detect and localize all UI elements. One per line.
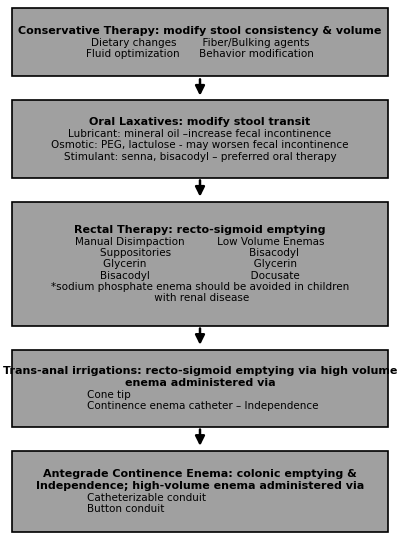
Text: Continence enema catheter – Independence: Continence enema catheter – Independence xyxy=(87,401,319,411)
Text: Button conduit: Button conduit xyxy=(87,504,164,515)
Bar xyxy=(12,100,388,178)
Text: enema administered via: enema administered via xyxy=(125,378,275,388)
Text: Glycerin                                 Glycerin: Glycerin Glycerin xyxy=(103,259,297,269)
Text: Cone tip: Cone tip xyxy=(87,390,131,400)
Text: Antegrade Continence Enema: colonic emptying &: Antegrade Continence Enema: colonic empt… xyxy=(43,469,357,480)
Text: Lubricant: mineral oil –increase fecal incontinence: Lubricant: mineral oil –increase fecal i… xyxy=(68,129,332,139)
Text: Suppositories                        Bisacodyl: Suppositories Bisacodyl xyxy=(100,248,300,258)
Text: Independence; high-volume enema administered via: Independence; high-volume enema administ… xyxy=(36,481,364,491)
Text: Osmotic: PEG, lactulose - may worsen fecal incontinence: Osmotic: PEG, lactulose - may worsen fec… xyxy=(51,140,349,151)
Text: Catheterizable conduit: Catheterizable conduit xyxy=(87,493,206,503)
Text: Stimulant: senna, bisacodyl – preferred oral therapy: Stimulant: senna, bisacodyl – preferred … xyxy=(64,152,336,162)
Text: Manual Disimpaction          Low Volume Enemas: Manual Disimpaction Low Volume Enemas xyxy=(75,237,325,247)
Bar xyxy=(12,8,388,77)
Text: with renal disease: with renal disease xyxy=(151,293,249,303)
Bar xyxy=(12,201,388,326)
Text: *sodium phosphate enema should be avoided in children: *sodium phosphate enema should be avoide… xyxy=(51,282,349,292)
Text: Bisacodyl                               Docusate: Bisacodyl Docusate xyxy=(100,271,300,281)
Text: Trans-anal irrigations: recto-sigmoid emptying via high volume: Trans-anal irrigations: recto-sigmoid em… xyxy=(3,366,397,376)
Text: Rectal Therapy: recto-sigmoid emptying: Rectal Therapy: recto-sigmoid emptying xyxy=(74,225,326,235)
Text: Dietary changes        Fiber/Bulking agents: Dietary changes Fiber/Bulking agents xyxy=(91,38,309,48)
Text: Conservative Therapy: modify stool consistency & volume: Conservative Therapy: modify stool consi… xyxy=(18,26,382,36)
Text: Fluid optimization      Behavior modification: Fluid optimization Behavior modification xyxy=(86,49,314,59)
Bar xyxy=(12,451,388,532)
Text: Oral Laxatives: modify stool transit: Oral Laxatives: modify stool transit xyxy=(89,117,311,127)
Bar xyxy=(12,349,388,427)
